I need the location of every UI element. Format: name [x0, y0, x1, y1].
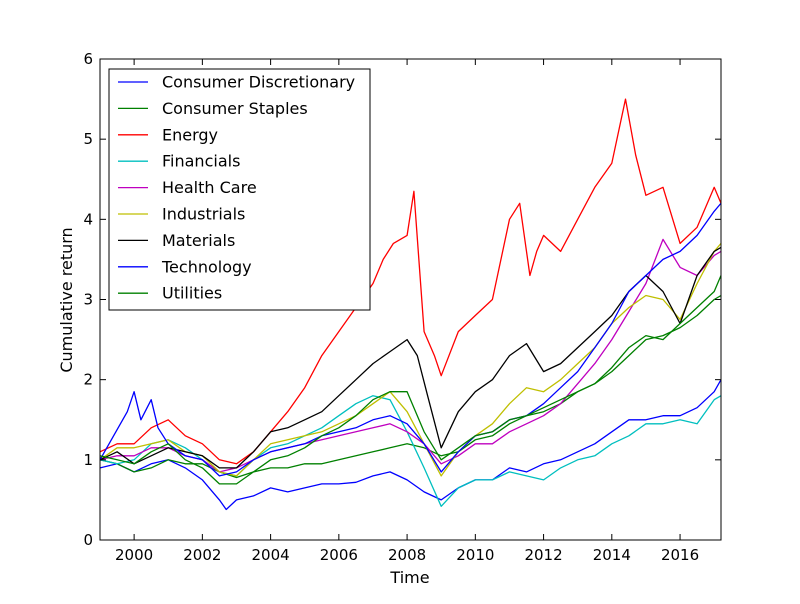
legend-label: Consumer Staples [162, 99, 308, 118]
series-line-1 [100, 294, 721, 479]
legend-label: Materials [162, 231, 235, 250]
y-tick-label: 2 [83, 371, 93, 389]
x-tick-label: 2000 [115, 546, 153, 564]
x-tick-label: 2016 [661, 546, 699, 564]
y-tick-label: 5 [83, 130, 93, 148]
x-tick-label: 2002 [183, 546, 221, 564]
legend: Consumer Discretionary Consumer Staples En… [108, 68, 371, 311]
series-line-2 [100, 98, 721, 465]
legend-label: Health Care [162, 178, 257, 197]
legend-label: Technology [161, 257, 252, 276]
series-line-8 [100, 275, 721, 485]
legend-label: Financials [162, 152, 240, 171]
y-tick-label: 3 [83, 291, 93, 309]
legend-label: Utilities [162, 284, 222, 303]
series-layer [100, 98, 721, 511]
legend-label: Energy [162, 125, 218, 144]
legend-label: Consumer Discretionary [162, 73, 355, 92]
x-tick-label: 2014 [593, 546, 631, 564]
x-tick-label: 2012 [524, 546, 562, 564]
legend-items: Consumer Discretionary Consumer Staples En… [118, 73, 355, 303]
series-line-0 [100, 379, 721, 511]
x-tick-label: 2006 [320, 546, 358, 564]
series-line-7 [100, 202, 721, 477]
x-tick-label: 2008 [388, 546, 426, 564]
y-tick-label: 6 [83, 50, 93, 68]
y-axis-label: Cumulative return [57, 227, 76, 372]
series-line-6 [100, 246, 721, 469]
x-tick-label: 2010 [456, 546, 494, 564]
y-tick-label: 1 [83, 451, 93, 469]
y-tick-label: 4 [83, 210, 93, 228]
x-axis: 2000 2002 2004 2006 2008 2010 2012 2014 2016 [115, 59, 699, 564]
y-axis: 0 1 2 3 4 5 6 [83, 50, 721, 549]
legend-box [108, 68, 371, 311]
legend-label: Industrials [162, 205, 245, 224]
x-axis-label: Time [389, 568, 429, 587]
y-tick-label: 0 [83, 531, 93, 549]
x-tick-label: 2004 [252, 546, 290, 564]
